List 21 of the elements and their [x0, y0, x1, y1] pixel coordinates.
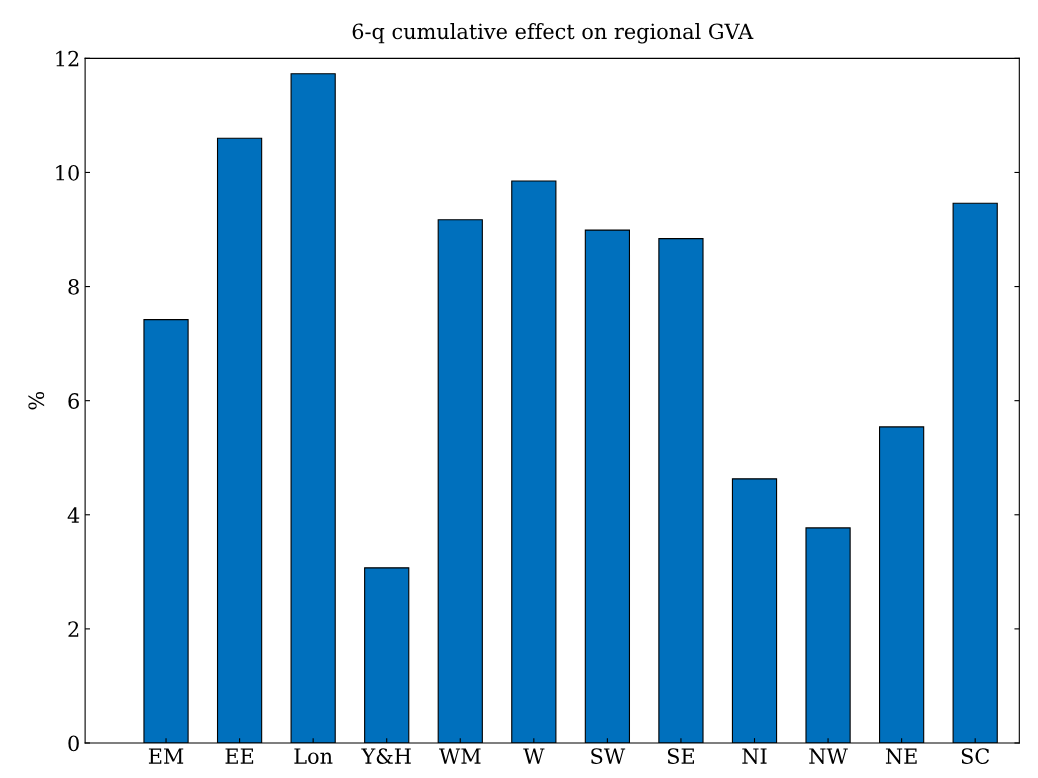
y-tick-label: 2 [68, 621, 79, 637]
chart-title: 6-q cumulative effect on regional GVA [352, 23, 754, 44]
x-tick-label: SC [961, 748, 990, 764]
x-tick-label: Lon [294, 748, 333, 764]
y-tick-label: 8 [68, 279, 79, 295]
x-tick-label: SE [667, 748, 695, 764]
x-tick-label: NI [742, 748, 767, 764]
y-tick-label: 12 [56, 50, 79, 67]
x-tick-label: SW [591, 748, 626, 764]
x-tick-label: W [523, 748, 545, 764]
y-tick-label: 6 [68, 393, 79, 409]
x-tick-label: NW [809, 748, 848, 764]
x-tick-label: EE [225, 748, 254, 764]
x-tick-label: Y&H [361, 748, 411, 764]
x-tick-label: NE [885, 748, 917, 764]
x-tick-label: EM [148, 748, 184, 764]
y-tick-label: 0 [68, 735, 79, 752]
y-axis-title: % [28, 391, 45, 410]
y-tick-label: 10 [56, 164, 79, 181]
y-tick-label: 4 [67, 507, 80, 523]
x-tick-label: WM [439, 748, 481, 764]
